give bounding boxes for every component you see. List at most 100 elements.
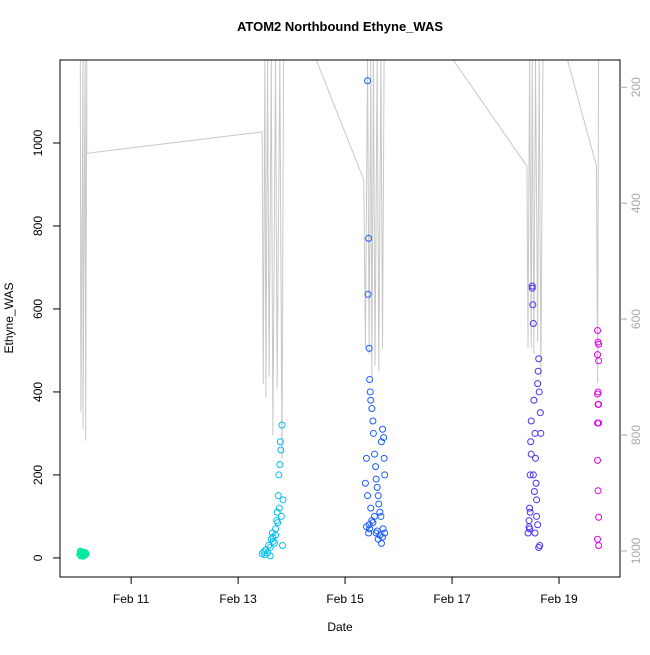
data-point: [529, 301, 537, 309]
y2-tick-label: 200: [629, 77, 643, 97]
data-point: [526, 504, 534, 512]
chart-title: ATOM2 Northbound Ethyne_WAS: [237, 19, 443, 34]
data-point: [79, 552, 87, 560]
data-point: [530, 396, 538, 404]
data-point: [369, 417, 377, 425]
data-point: [366, 375, 374, 383]
data-point: [369, 429, 377, 437]
data-point: [274, 492, 282, 500]
x-tick-label: Feb 17: [433, 592, 471, 606]
data-point: [364, 290, 372, 298]
y2-tick-label: 1000: [629, 537, 643, 564]
data-point: [372, 529, 380, 537]
data-point: [373, 483, 381, 491]
data-point: [595, 419, 603, 427]
data-point: [529, 471, 537, 479]
profile-line: [79, 60, 600, 459]
data-point: [595, 357, 603, 365]
data-point: [277, 512, 285, 520]
data-point: [362, 454, 370, 462]
data-point: [377, 438, 385, 446]
data-point: [277, 446, 285, 454]
data-point: [594, 327, 602, 335]
data-point: [526, 508, 534, 516]
data-point: [595, 513, 603, 521]
y2-tick-label: 800: [629, 425, 643, 445]
data-point: [367, 504, 375, 512]
data-point: [533, 512, 541, 520]
x-tick-label: Feb 19: [540, 592, 578, 606]
data-point: [364, 77, 372, 85]
data-point: [272, 525, 280, 533]
data-point: [270, 539, 278, 547]
data-point: [367, 396, 375, 404]
data-point: [362, 523, 370, 531]
data-point: [381, 529, 389, 537]
data-point: [380, 454, 388, 462]
data-point: [377, 539, 385, 547]
data-point: [594, 400, 602, 408]
data-point: [381, 471, 389, 479]
data-point: [534, 367, 542, 375]
data-point: [275, 471, 283, 479]
data-point: [527, 450, 535, 458]
y-tick-label: 800: [31, 216, 45, 236]
data-point: [535, 544, 543, 552]
y-tick-label: 1000: [31, 129, 45, 156]
data-point: [594, 456, 602, 464]
data-point: [535, 388, 543, 396]
x-tick-label: Feb 13: [219, 592, 257, 606]
data-point: [276, 461, 284, 469]
data-point: [531, 529, 539, 537]
data-point: [536, 409, 544, 417]
plot-frame: [59, 59, 621, 578]
data-point: [266, 552, 274, 560]
y2-tick-label: 400: [629, 193, 643, 213]
data-point: [595, 541, 603, 549]
y-tick-label: 600: [31, 299, 45, 319]
data-point: [375, 500, 383, 508]
x-axis-label: Date: [327, 620, 353, 634]
data-point: [278, 421, 286, 429]
data-point: [379, 425, 387, 433]
data-point: [365, 344, 373, 352]
data-point: [595, 340, 603, 348]
data-point: [365, 234, 373, 242]
x-tick-label: Feb 15: [326, 592, 364, 606]
data-point: [534, 521, 542, 529]
data-point: [534, 380, 542, 388]
data-point: [368, 405, 376, 413]
data-point: [532, 479, 540, 487]
data-point: [370, 512, 378, 520]
data-point: [594, 390, 602, 398]
data-point: [380, 434, 388, 442]
data-point: [533, 496, 541, 504]
y2-tick-label: 600: [629, 309, 643, 329]
data-point: [276, 438, 284, 446]
data-point: [274, 519, 282, 527]
data-point: [374, 492, 382, 500]
data-point: [279, 541, 287, 549]
data-point: [266, 544, 274, 552]
data-point: [379, 525, 387, 533]
y-tick-label: 0: [31, 554, 45, 561]
y-tick-label: 400: [31, 382, 45, 402]
data-point: [365, 529, 373, 537]
data-point: [527, 417, 535, 425]
data-point: [376, 508, 384, 516]
data-point: [366, 388, 374, 396]
data-point: [269, 533, 277, 541]
data-point: [528, 284, 536, 292]
data-point: [265, 541, 273, 549]
plot-area: [76, 60, 603, 560]
data-point: [535, 355, 543, 363]
y-axis-label: Ethyne_WAS: [2, 283, 16, 354]
data-point: [279, 496, 287, 504]
data-point: [370, 450, 378, 458]
x-tick-label: Feb 11: [113, 592, 150, 606]
data-point: [361, 479, 369, 487]
data-point: [372, 463, 380, 471]
